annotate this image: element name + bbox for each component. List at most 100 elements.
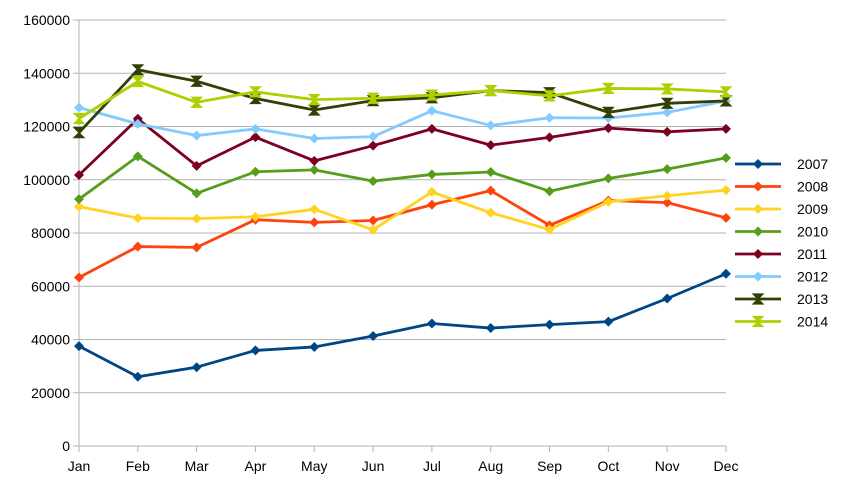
data-point-2008 <box>485 185 496 196</box>
data-point-2013 <box>190 75 204 87</box>
data-point-2009 <box>662 190 673 201</box>
data-point-2008 <box>426 199 437 210</box>
y-tick-label: 80000 <box>31 225 70 241</box>
data-point-2007 <box>368 331 379 342</box>
data-point-2009 <box>544 224 555 235</box>
legend-swatch-marker <box>753 249 763 259</box>
data-point-2010 <box>603 173 614 184</box>
data-point-2014 <box>190 96 204 108</box>
data-point-2014 <box>307 94 321 106</box>
data-point-2007 <box>309 341 320 352</box>
x-tick-label: Aug <box>478 458 503 474</box>
legend-item-2013: 2013 <box>735 291 828 307</box>
x-tick-label: Mar <box>185 458 209 474</box>
x-tick-label: Jun <box>362 458 385 474</box>
data-point-2009 <box>191 213 202 224</box>
series-line-2013 <box>77 68 727 134</box>
series-line-2007 <box>78 272 727 379</box>
legend-item-2014: 2014 <box>735 314 828 330</box>
legend: 2007 2008 2009 2010 2011 2012 2013 2014 <box>735 156 828 330</box>
legend-swatch-marker <box>753 181 763 192</box>
legend-item-2010: 2010 <box>735 224 828 240</box>
legend-label: 2008 <box>797 179 828 195</box>
data-point-2007 <box>544 319 555 330</box>
data-point-2012 <box>485 120 496 131</box>
y-tick-label: 0 <box>62 438 70 454</box>
data-point-2008 <box>368 215 379 226</box>
data-point-2010 <box>191 188 202 199</box>
data-point-2014 <box>543 90 556 102</box>
legend-label: 2014 <box>797 314 828 330</box>
data-point-2014 <box>601 82 615 95</box>
data-point-2009 <box>74 201 84 212</box>
data-point-2011 <box>603 123 614 134</box>
data-point-2010 <box>544 186 555 197</box>
data-point-2011 <box>721 123 731 134</box>
data-point-2010 <box>721 152 731 163</box>
data-point-2009 <box>250 211 261 222</box>
data-point-2012 <box>662 107 673 118</box>
data-point-2011 <box>74 169 84 180</box>
data-point-2011 <box>662 126 673 137</box>
legend-swatch-marker <box>751 293 765 305</box>
series-line-2011 <box>78 117 727 176</box>
legend-label: 2009 <box>797 201 828 217</box>
data-point-2011 <box>132 113 143 124</box>
data-point-2009 <box>309 204 320 215</box>
legend-label: 2013 <box>797 291 828 307</box>
data-point-2008 <box>74 272 84 283</box>
y-tick-label: 100000 <box>23 172 70 188</box>
data-point-2013 <box>601 106 615 118</box>
data-point-2009 <box>721 185 731 196</box>
x-tick-label: Nov <box>655 458 680 474</box>
data-point-2011 <box>309 155 320 166</box>
data-point-2008 <box>662 197 673 208</box>
x-tick-label: May <box>301 458 327 474</box>
data-point-2012 <box>368 131 379 142</box>
data-point-2010 <box>74 194 84 205</box>
legend-swatch-marker <box>753 271 763 282</box>
data-point-2012 <box>309 133 320 144</box>
x-tick-label: Oct <box>597 458 619 474</box>
data-point-2014 <box>249 86 262 98</box>
data-point-2011 <box>485 140 496 151</box>
data-point-2014 <box>660 83 674 95</box>
series-2011 <box>74 113 731 180</box>
legend-item-2009: 2009 <box>735 201 828 217</box>
data-point-2013 <box>660 97 674 109</box>
data-point-2010 <box>368 176 379 187</box>
data-point-2010 <box>662 164 673 175</box>
data-point-2010 <box>485 167 496 178</box>
x-tick-label: Jul <box>423 458 441 474</box>
series-2010 <box>74 151 731 205</box>
data-point-2007 <box>426 318 437 329</box>
data-point-2011 <box>544 132 555 143</box>
x-tick-label: Sep <box>537 458 562 474</box>
legend-label: 2010 <box>797 224 828 240</box>
y-tick-label: 160000 <box>23 12 70 28</box>
data-point-2010 <box>309 164 320 175</box>
legend-item-2007: 2007 <box>735 156 828 172</box>
data-point-2007 <box>132 371 143 382</box>
data-point-2013 <box>131 64 145 76</box>
series-2009 <box>74 185 731 235</box>
data-point-2014 <box>425 89 439 101</box>
data-point-2010 <box>132 151 143 162</box>
data-point-2012 <box>191 130 202 141</box>
data-point-2011 <box>250 132 261 143</box>
y-tick-label: 40000 <box>31 332 70 348</box>
data-point-2012 <box>132 118 143 129</box>
axis-layer: 0 20000 40000 60000 80000 100000 120000 140000 1… <box>23 12 738 474</box>
series-2014 <box>72 75 733 125</box>
y-tick-label: 140000 <box>23 65 70 81</box>
data-point-2008 <box>132 241 143 252</box>
legend-swatch-marker <box>753 159 763 169</box>
data-point-2014 <box>484 84 498 97</box>
data-point-2012 <box>74 102 84 113</box>
data-point-2011 <box>368 140 379 151</box>
series-line-2012 <box>78 99 727 140</box>
legend-label: 2011 <box>797 246 827 262</box>
data-point-2007 <box>250 345 261 356</box>
